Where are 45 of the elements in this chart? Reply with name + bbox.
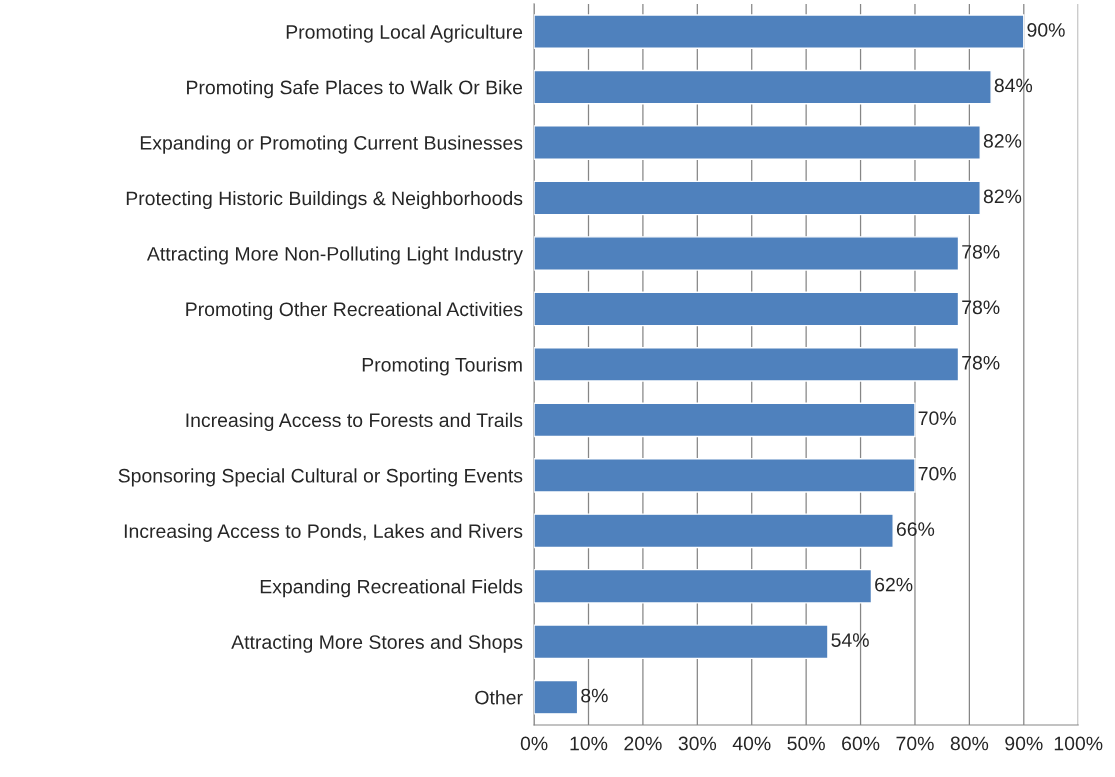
data-label: 90% [1027, 23, 1065, 37]
x-tick-label: 50% [787, 736, 825, 751]
data-label: 66% [896, 522, 935, 537]
y-tick-label: Promoting Safe Places to Walk Or Bike [187, 80, 523, 99]
data-label: 62% [875, 577, 913, 592]
x-tick-label: 30% [678, 736, 717, 751]
bar [534, 236, 960, 271]
x-tick-label: 60% [842, 736, 880, 751]
y-tick-label: Promoting Local Agriculture [286, 24, 523, 43]
bar [534, 125, 981, 160]
y-tick-label: Expanding or Promoting Current Businesses [140, 135, 523, 154]
x-tick-label: 10% [570, 736, 608, 751]
bar [534, 402, 916, 438]
data-label: 70% [918, 466, 956, 481]
y-tick-label: Promoting Other Recreational Activities [186, 301, 523, 321]
x-tick-label: 80% [950, 736, 989, 751]
y-tick-label: Other [475, 690, 523, 705]
y-tick-label: Promoting Tourism [362, 357, 522, 376]
bar [534, 458, 916, 493]
bar [534, 513, 894, 549]
data-label: 82% [983, 134, 1022, 148]
y-tick-label: Attracting More Non-Polluting Light Industry [146, 246, 523, 265]
x-tick-label: 90% [1005, 736, 1043, 751]
bar [534, 14, 1025, 49]
y-tick-label: Expanding Recreational Fields [260, 579, 523, 598]
bar [534, 624, 829, 660]
bar [534, 679, 579, 715]
x-tick-label: 70% [896, 736, 934, 751]
bar [534, 69, 992, 105]
x-tick-label: 20% [624, 736, 662, 751]
y-tick-label: Attracting More Stores and Shops [231, 634, 523, 653]
y-tick-label: Protecting Historic Buildings & Neighborhoods [126, 190, 523, 210]
bar [534, 291, 960, 327]
x-tick-label: 0% [520, 736, 548, 751]
data-label: 70% [918, 411, 956, 426]
y-tick-label: Increasing Access to Ponds, Lakes and Rivers [124, 523, 523, 542]
x-tick-label: 40% [732, 736, 771, 751]
data-label: 82% [983, 189, 1022, 204]
y-tick-label: Sponsoring Special Cultural or Sporting Events [118, 468, 523, 487]
bar [534, 347, 960, 382]
x-tick-label: 100% [1054, 736, 1103, 751]
bar [534, 180, 981, 216]
y-tick-label: Increasing Access to Forests and Trails [186, 412, 523, 431]
data-label: 84% [994, 78, 1033, 93]
bar [534, 568, 873, 604]
